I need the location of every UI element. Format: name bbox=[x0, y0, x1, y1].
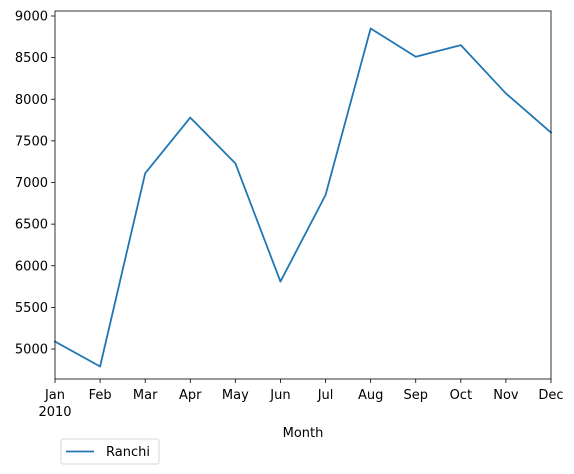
x-tick-label: Jun bbox=[269, 388, 290, 403]
plot-frame bbox=[54, 10, 552, 380]
y-tick-label: 8000 bbox=[15, 93, 48, 108]
series-line-ranchi bbox=[53, 27, 553, 368]
y-tick-label: 7500 bbox=[15, 134, 48, 149]
series-layer bbox=[53, 27, 553, 368]
x-axis-label: Month bbox=[283, 426, 324, 441]
x-tick-label: Jan bbox=[44, 388, 65, 403]
x-tick-label: Oct bbox=[450, 388, 472, 403]
x-axis: Jan Feb Mar Apr May Jun Jul Aug Sep Oct Nov Dec 2010 bbox=[38, 379, 564, 420]
x-tick-label: Dec bbox=[538, 388, 563, 403]
x-tick-label: Sep bbox=[403, 388, 428, 403]
y-tick-label: 7000 bbox=[15, 176, 48, 191]
y-tick-label: 5500 bbox=[15, 301, 48, 316]
y-tick-label: 8500 bbox=[15, 51, 48, 66]
y-tick-label: 9000 bbox=[15, 9, 48, 24]
x-tick-label: Nov bbox=[493, 388, 519, 403]
y-tick-label: 5000 bbox=[15, 343, 48, 358]
legend-label-ranchi: Ranchi bbox=[106, 445, 150, 460]
y-tick-label: 6500 bbox=[15, 218, 48, 233]
x-tick-label: Apr bbox=[179, 388, 202, 403]
x-tick-label: Aug bbox=[358, 388, 383, 403]
y-axis: 5000 5500 6000 6500 7000 7500 8000 8500 9000 bbox=[15, 9, 55, 358]
x-tick-label: Jul bbox=[317, 388, 334, 403]
plot-area bbox=[53, 10, 553, 380]
y-tick-label: 6000 bbox=[15, 259, 48, 274]
x-tick-year-label: 2010 bbox=[38, 405, 71, 420]
legend: Ranchi bbox=[60, 438, 160, 465]
x-tick-label: Mar bbox=[133, 388, 158, 403]
x-tick-label: Feb bbox=[89, 388, 112, 403]
x-tick-label: May bbox=[222, 388, 249, 403]
legend-box bbox=[60, 438, 160, 465]
